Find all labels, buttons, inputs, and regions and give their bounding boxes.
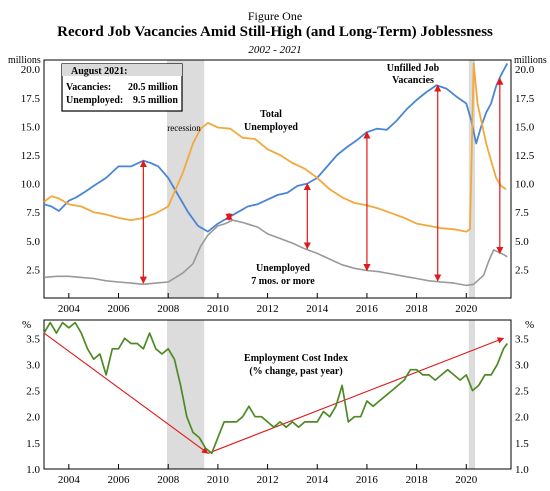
total-unemployed-line [43, 62, 507, 233]
vacancies-line [43, 62, 509, 233]
total-unemployed-label: Unemployed [244, 122, 298, 133]
eci-label: (% change, past year) [249, 366, 342, 377]
y-unit-right-top: millions [514, 55, 547, 66]
x-tick-label-bottom: 2016 [356, 474, 379, 486]
y-tick-label-left-bottom: 3.0 [26, 359, 40, 371]
y-tick-label-right-top: 10.0 [515, 179, 535, 191]
trend-arrow [207, 337, 505, 454]
y-tick-label-left-bottom: 1.0 [26, 464, 40, 476]
recession-label: recession [167, 123, 201, 133]
y-tick-label-right-bottom: 1.0 [515, 464, 529, 476]
y-tick-label-right-bottom: 2.5 [515, 386, 529, 398]
y-tick-label-right-bottom: 2.0 [515, 412, 529, 424]
recession-band-bottom [166, 320, 205, 469]
x-tick-label-top: 2020 [455, 303, 478, 315]
y-tick-label-left-top: 10.0 [21, 179, 41, 191]
x-tick-label-bottom: 2010 [207, 474, 230, 486]
x-tick-label-top: 2018 [406, 303, 429, 315]
legend-row-value: 20.5 million [128, 82, 178, 93]
y-tick-label-left-top: 7.5 [26, 207, 40, 219]
y-tick-label-left-bottom: 1.5 [26, 438, 40, 450]
x-tick-label-bottom: 2020 [455, 474, 478, 486]
x-tick-label-top: 2010 [207, 303, 230, 315]
eci-line [43, 321, 508, 455]
y-tick-label-right-top: 20.0 [515, 64, 535, 76]
y-tick-label-right-bottom: 1.5 [515, 438, 529, 450]
total-unemployed-label: Total [260, 109, 282, 120]
y-tick-label-left-top: 20.0 [21, 64, 41, 76]
x-tick-label-top: 2006 [108, 303, 131, 315]
y-tick-label-left-top: 12.5 [21, 150, 41, 162]
y-tick-label-right-top: 7.5 [515, 207, 529, 219]
x-tick-label-bottom: 2014 [306, 474, 329, 486]
y-tick-label-left-top: 2.5 [26, 264, 40, 276]
x-tick-label-top: 2014 [306, 303, 329, 315]
y-unit-right-bottom: % [525, 319, 534, 331]
figure-label: Figure One [247, 9, 303, 23]
y-unit-left-top: millions [8, 55, 41, 66]
top-panel-frame [43, 59, 512, 299]
legend-row-label: Unemployed: [66, 95, 123, 106]
y-unit-left-bottom: % [22, 319, 31, 331]
y-tick-label-left-bottom: 2.5 [26, 386, 40, 398]
long-term-unemployed-line [43, 219, 508, 287]
chart-title: Record Job Vacancies Amid Still-High (an… [57, 24, 493, 40]
legend-row-value: 9.5 million [133, 95, 178, 106]
eci-label: Employment Cost Index [244, 353, 348, 364]
y-tick-label-left-bottom: 2.0 [26, 412, 40, 424]
long-term-unemployed-label: 7 mos. or more [251, 276, 315, 287]
x-tick-label-bottom: 2004 [58, 474, 81, 486]
x-tick-label-bottom: 2008 [157, 474, 180, 486]
y-tick-label-left-top: 15.0 [21, 121, 41, 133]
chart-subtitle: 2002 - 2021 [248, 44, 302, 56]
y-tick-label-right-top: 15.0 [515, 121, 535, 133]
bottom-panel-frame [43, 319, 512, 470]
legend-heading: August 2021: [71, 66, 127, 77]
y-tick-label-right-top: 12.5 [515, 150, 535, 162]
y-tick-label-left-bottom: 3.5 [26, 333, 40, 345]
x-tick-label-bottom: 2018 [406, 474, 429, 486]
y-tick-label-right-top: 2.5 [515, 264, 529, 276]
x-tick-label-top: 2016 [356, 303, 379, 315]
legend-box-header-bg [62, 64, 182, 76]
vacancies-label: Vacancies [392, 75, 434, 86]
y-tick-label-right-top: 5.0 [515, 236, 529, 248]
x-tick-label-top: 2004 [58, 303, 81, 315]
trend-arrow [43, 332, 209, 454]
x-tick-label-top: 2008 [157, 303, 180, 315]
y-tick-label-right-top: 17.5 [515, 93, 535, 105]
recession-band-bottom [468, 320, 475, 469]
y-tick-label-left-top: 17.5 [21, 93, 41, 105]
x-tick-label-bottom: 2012 [257, 474, 279, 486]
x-tick-label-bottom: 2006 [108, 474, 131, 486]
long-term-unemployed-label: Unemployed [256, 263, 310, 274]
y-tick-label-right-bottom: 3.0 [515, 359, 529, 371]
legend-row-label: Vacancies: [66, 82, 111, 93]
y-tick-label-left-top: 5.0 [26, 236, 40, 248]
vacancies-label: Unfilled Job [387, 63, 440, 74]
x-tick-label-top: 2012 [257, 303, 279, 315]
y-tick-label-right-bottom: 3.5 [515, 333, 529, 345]
